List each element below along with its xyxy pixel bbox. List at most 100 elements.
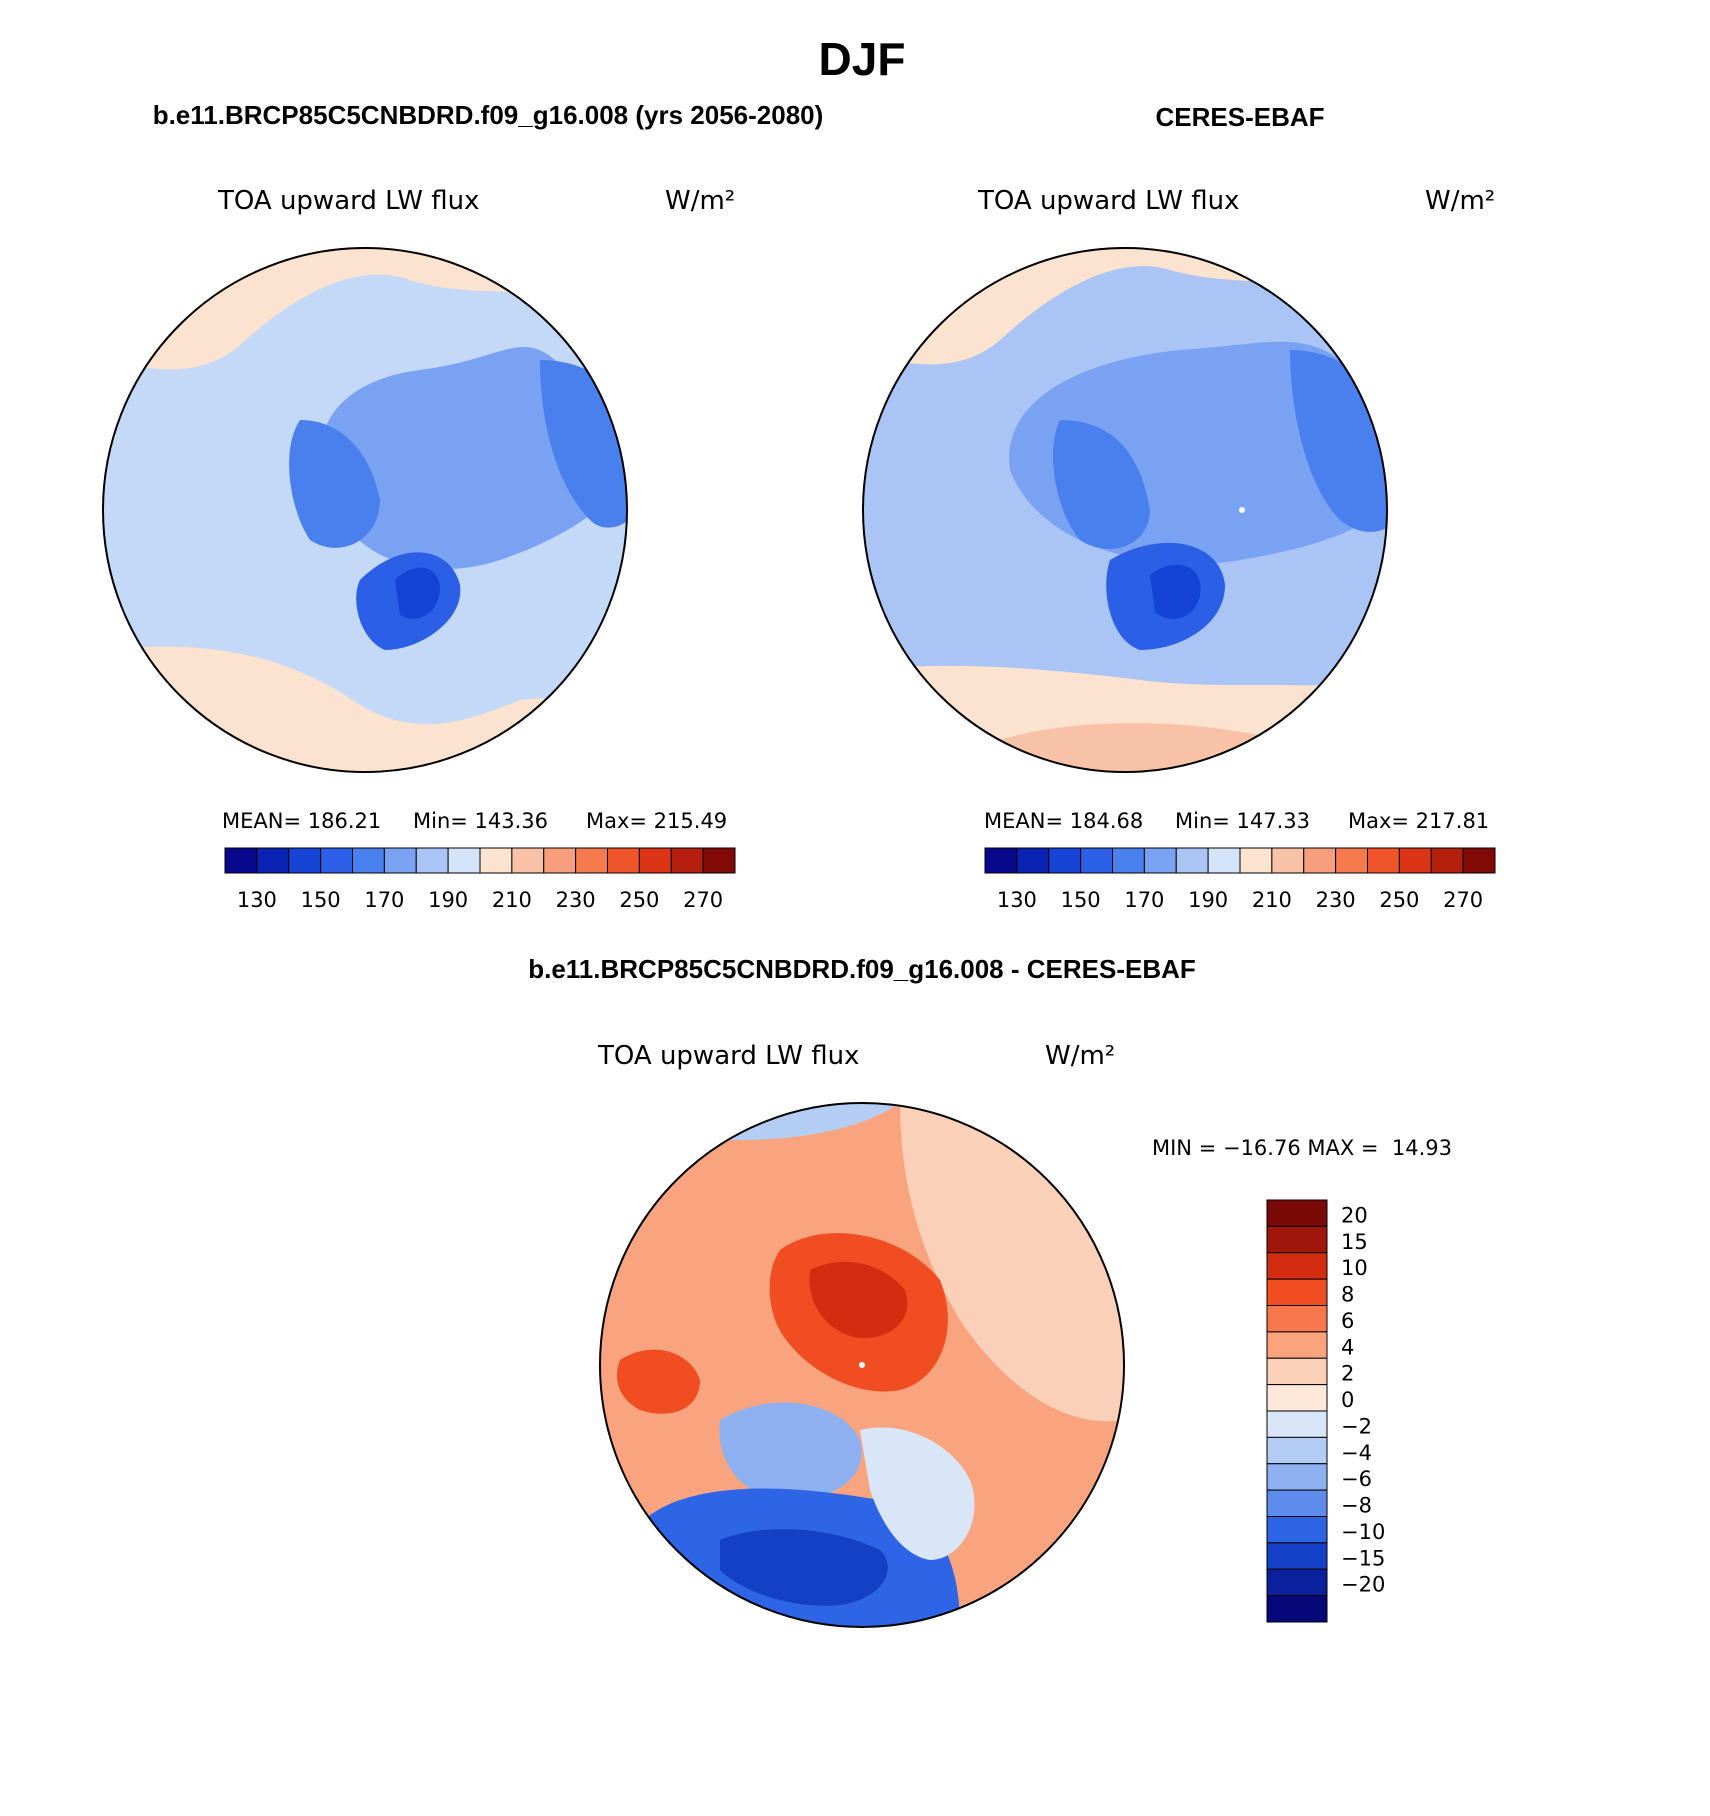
colorbar-swatch [224,847,258,874]
colorbar-swatch [1048,847,1082,874]
map-obs [862,247,1388,773]
colorbar-tick-label: 6 [1341,1309,1354,1333]
map-diff-greenland-cool [719,1402,862,1500]
colorbar-swatch [1266,1199,1328,1227]
colorbar-swatch [1266,1568,1328,1597]
map-obs-pole-marker [1239,507,1245,513]
colorbar-swatch [1271,847,1305,874]
colorbar-swatch [607,847,640,874]
map-diff-arctic-warm-core [809,1261,908,1339]
colorbar-swatch [288,847,322,874]
map-diff-canada-warm [616,1349,700,1414]
colorbar-tick-label: 230 [1316,888,1356,912]
panel-obs: CERES-EBAF TOA upward LW flux W/m² MEAN=… [862,102,1496,912]
colorbar-tick-label: 250 [619,888,659,912]
colorbar-swatch [543,847,577,874]
colorbar-swatch [1143,847,1177,874]
colorbar-obs: 130 150 170 190 210 230 250 270 [984,847,1496,912]
panel-model-title: b.e11.BRCP85C5CNBDRD.f09_g16.008 (yrs 20… [153,100,824,130]
colorbar-swatch [1016,847,1050,874]
colorbar-swatch [479,847,513,874]
colorbar-tick-label: 130 [237,888,277,912]
colorbar-swatch [1266,1436,1328,1465]
colorbar-swatch [320,847,353,874]
colorbar-swatch [1266,1305,1328,1333]
colorbar-swatch [256,847,290,874]
panel-diff-variable: TOA upward LW flux [597,1041,859,1071]
colorbar-tick-label: 190 [1188,888,1228,912]
colorbar-tick-label: 15 [1341,1230,1368,1254]
colorbar-swatch [1112,847,1145,874]
colorbar-tick-label: 150 [1061,888,1101,912]
map-obs-canada-cold [1052,420,1150,549]
colorbar-swatch [1266,1252,1328,1280]
map-model [102,247,628,773]
colorbar-swatch [1266,1489,1328,1517]
map-obs-greenland-core [1150,564,1201,619]
colorbar-swatch [670,847,704,874]
panel-model-mean: MEAN= 186.21 [222,809,381,833]
panel-model-max: Max= 215.49 [586,809,727,833]
map-diff [599,1102,1125,1628]
colorbar-swatch [575,847,608,874]
panel-model-units: W/m² [665,186,735,216]
panel-model: b.e11.BRCP85C5CNBDRD.f09_g16.008 (yrs 20… [102,100,824,912]
map-obs-boundary [862,247,1388,773]
colorbar-swatch [1266,1463,1328,1491]
colorbar-tick-label: 210 [1252,888,1292,912]
map-diff-boundary [599,1102,1125,1628]
colorbar-tick-label: 250 [1379,888,1419,912]
colorbar-swatch [447,847,481,874]
colorbar-swatch [1266,1516,1328,1544]
colorbar-tick-label: 8 [1341,1283,1354,1307]
colorbar-tick-label: 20 [1341,1203,1368,1227]
colorbar-tick-label: 270 [1443,888,1483,912]
colorbar-swatch [638,847,672,874]
colorbar-tick-label: 170 [364,888,404,912]
colorbar-tick-label: 4 [1341,1335,1354,1359]
panel-obs-variable: TOA upward LW flux [977,186,1239,216]
map-model-canada-cold [289,420,380,548]
colorbar-swatch [984,847,1018,874]
colorbar-swatch [1239,847,1273,874]
colorbar-swatch [1430,847,1464,874]
colorbar-swatch [1367,847,1400,874]
colorbar-swatch [383,847,417,874]
colorbar-tick-label: 150 [301,888,341,912]
colorbar-swatch [511,847,545,874]
colorbar-swatch [352,847,385,874]
figure-title: DJF [819,33,906,85]
map-obs-siberia-cold [1290,350,1387,532]
colorbar-swatch [1175,847,1209,874]
colorbar-swatch [1266,1384,1328,1412]
colorbar-swatch [1266,1278,1328,1306]
colorbar-swatch [702,847,736,874]
colorbar-tick-label: 130 [997,888,1037,912]
colorbar-swatch [1207,847,1241,874]
colorbar-tick-label: 2 [1341,1362,1354,1386]
colorbar-swatch [1266,1410,1328,1438]
colorbar-swatch [1080,847,1113,874]
panel-obs-units: W/m² [1425,186,1495,216]
panel-diff-title: b.e11.BRCP85C5CNBDRD.f09_g16.008 - CERES… [528,954,1196,984]
panel-model-variable: TOA upward LW flux [217,186,479,216]
panel-diff: b.e11.BRCP85C5CNBDRD.f09_g16.008 - CERES… [528,954,1452,1628]
colorbar-tick-label: 170 [1124,888,1164,912]
colorbar-swatch [415,847,449,874]
colorbar-tick-label: −15 [1341,1546,1385,1570]
colorbar-swatch [1303,847,1337,874]
colorbar-tick-label: −2 [1341,1414,1372,1438]
colorbar-tick-label: −8 [1341,1494,1372,1518]
colorbar-tick-label: −20 [1341,1573,1385,1597]
colorbar-swatch [1266,1542,1328,1570]
map-model-boundary [102,247,628,773]
panel-diff-units: W/m² [1045,1041,1115,1071]
colorbar-tick-label: 10 [1341,1256,1368,1280]
map-diff-neutral-band [860,1427,975,1560]
map-diff-pole-marker [859,1362,865,1368]
colorbar-tick-label: 0 [1341,1388,1354,1412]
colorbar-model: 130 150 170 190 210 230 250 270 [224,847,736,912]
colorbar-tick-label: −4 [1341,1441,1372,1465]
panel-diff-minmax: MIN = −16.76 MAX = 14.93 [1152,1136,1452,1160]
